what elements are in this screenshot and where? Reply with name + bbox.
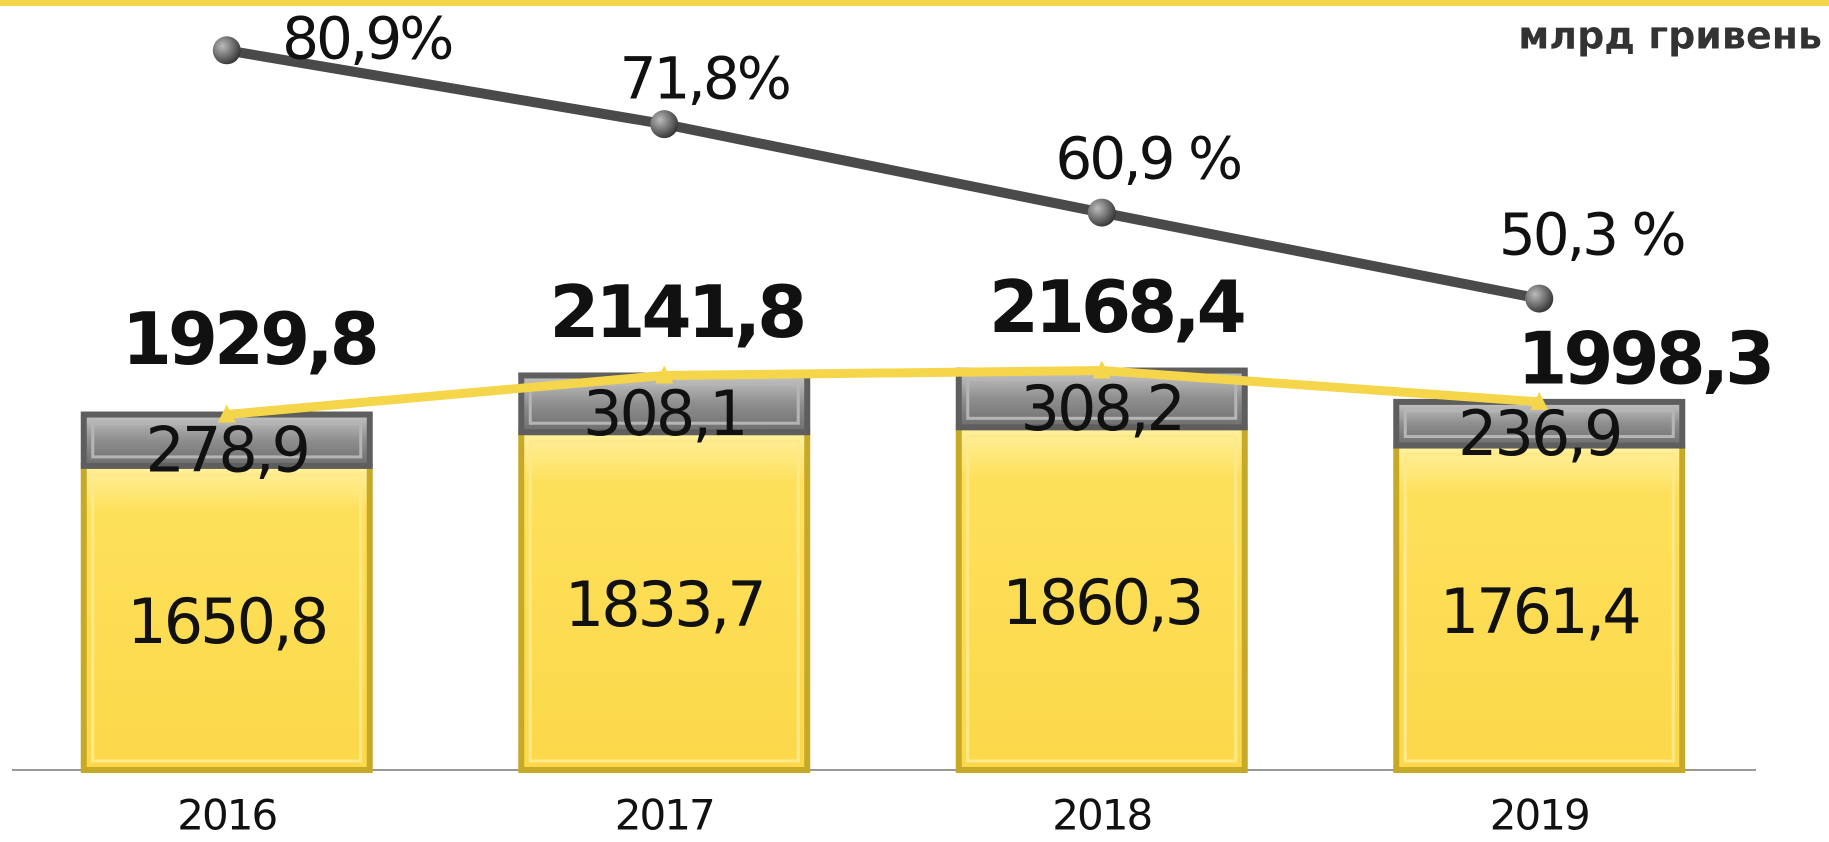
bar-bevel — [91, 422, 363, 459]
value-label: 236,9 — [1458, 397, 1621, 470]
bar-segment — [518, 429, 811, 773]
x-tick-label: 2017 — [615, 791, 714, 840]
totals-marker — [217, 404, 236, 423]
bar-bevel — [528, 382, 800, 425]
x-tick-label: 2016 — [177, 791, 276, 840]
share-label: 71,8% — [620, 44, 789, 112]
share-line — [225, 45, 1541, 304]
x-tick-label: 2018 — [1052, 791, 1151, 840]
value-label: 308,1 — [583, 377, 746, 450]
value-label: 278,9 — [146, 413, 309, 486]
bar-bevel — [528, 439, 800, 763]
share-marker — [212, 36, 241, 65]
bar-segment — [80, 462, 373, 773]
unit-label: млрд гривень — [1518, 14, 1822, 58]
share-label: 60,9 % — [1055, 125, 1240, 193]
total-label: 1998,3 — [1517, 316, 1771, 400]
totals-marker — [1092, 360, 1111, 379]
share-marker — [1525, 284, 1554, 313]
total-label: 1929,8 — [122, 297, 376, 381]
value-label: 1761,4 — [1440, 575, 1639, 648]
value-label: 1833,7 — [565, 568, 764, 641]
bar-bevel — [1403, 453, 1675, 763]
bar-segment — [955, 424, 1248, 773]
totals-marker — [655, 365, 674, 384]
share-marker — [650, 110, 679, 139]
value-label: 308,2 — [1021, 372, 1184, 445]
x-tick-label: 2019 — [1490, 791, 1589, 840]
share-label: 50,3 % — [1499, 201, 1684, 269]
share-label: 80,9% — [282, 4, 451, 72]
value-label: 1650,8 — [127, 585, 326, 658]
total-label: 2141,8 — [549, 270, 803, 354]
total-label: 2168,4 — [989, 265, 1244, 349]
bar-bevel — [1403, 409, 1675, 439]
totals-marker — [1530, 391, 1549, 410]
bar-bevel — [91, 473, 363, 763]
bar-bevel — [966, 378, 1238, 420]
top-stripe — [0, 0, 1829, 6]
bar-bevel — [966, 434, 1238, 763]
value-label: 1860,3 — [1002, 566, 1201, 639]
totals-line — [226, 366, 1540, 419]
share-marker — [1087, 198, 1116, 227]
